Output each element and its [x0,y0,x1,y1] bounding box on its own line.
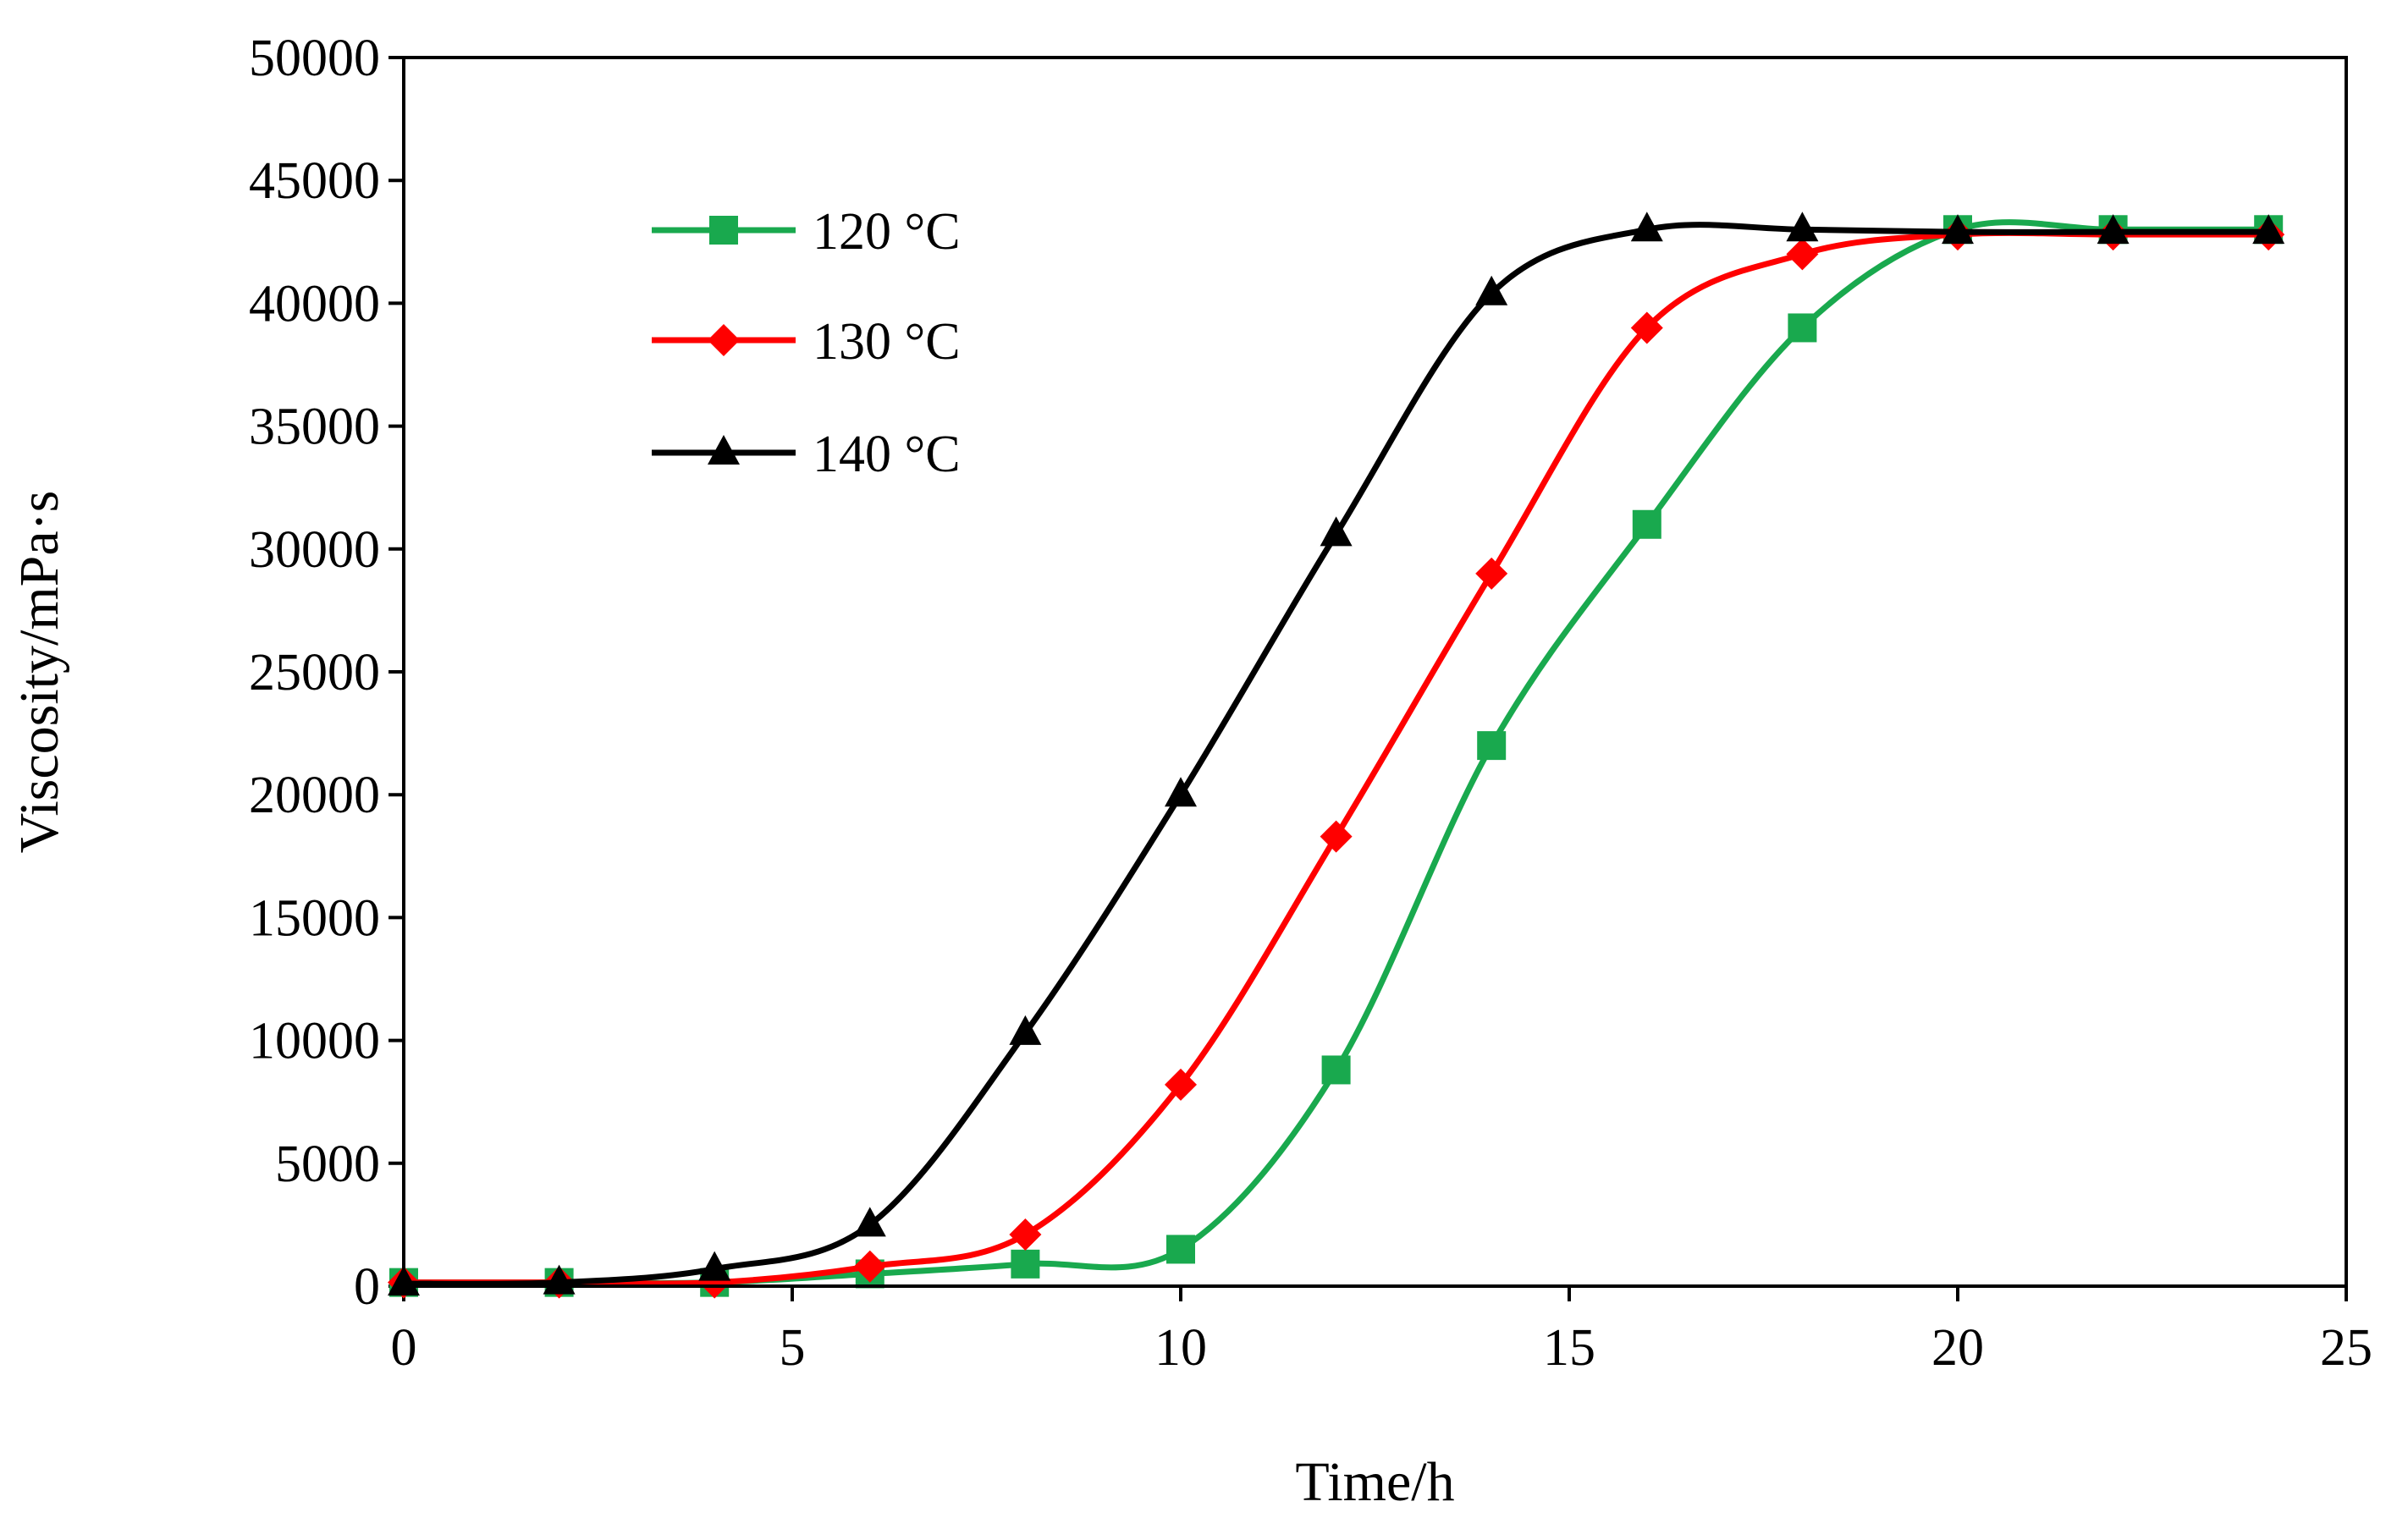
y-tick-label: 35000 [249,399,380,456]
legend-item: 130 °C [652,313,961,371]
data-point [1166,1235,1195,1264]
data-point [1942,214,1974,245]
data-point [1786,212,1819,242]
series-2 [388,212,2285,1296]
data-point [1011,1249,1040,1279]
legend-label: 130 °C [813,313,961,371]
series-1 [388,218,2285,1299]
series-line [404,219,2269,1286]
x-axis: 0 5 10 15 20 25 [391,1286,2372,1377]
legend-marker [708,435,740,465]
data-point [1786,238,1819,271]
legend-label: 120 °C [813,203,961,261]
series-layer [388,212,2285,1299]
x-tick-label: 20 [1931,1319,1984,1377]
x-tick-label: 15 [1543,1319,1595,1377]
y-tick-label: 0 [354,1258,380,1316]
x-tick-label: 5 [780,1319,806,1377]
y-axis: 0 5000 10000 15000 20000 25000 30000 35000 40000… [249,30,404,1316]
legend-marker [709,216,738,245]
data-point [1165,1068,1197,1101]
data-point [853,1250,886,1283]
legend-item: 140 °C [652,426,961,483]
data-point [1630,212,1663,242]
data-point [1475,557,1508,590]
legend: 120 °C 130 °C 140 °C [652,203,961,483]
y-tick-label: 30000 [249,521,380,579]
y-tick-label: 45000 [249,152,380,210]
data-point [1475,275,1508,305]
x-tick-label: 25 [2320,1319,2372,1377]
data-point [1009,1218,1042,1251]
data-point [1477,731,1507,761]
legend-label: 140 °C [813,426,961,483]
legend-marker [708,324,740,356]
data-point [1165,777,1197,807]
data-point [1788,313,1817,343]
data-point [1320,516,1353,547]
data-point [853,1207,886,1237]
series-0 [389,215,2284,1297]
legend-item: 120 °C [652,203,961,261]
y-tick-label: 15000 [249,889,380,947]
series-line [404,229,2269,1287]
data-point [1630,311,1663,344]
plot-area-frame [402,56,2348,1288]
x-tick-label: 0 [391,1319,417,1377]
data-point [1320,820,1353,853]
y-tick-label: 40000 [249,275,380,333]
data-point [2097,214,2130,245]
y-tick-label: 5000 [275,1136,380,1193]
y-tick-label: 20000 [249,767,380,824]
data-point [1321,1055,1351,1085]
x-axis-title: Time/h [1295,1451,1454,1513]
x-tick-label: 10 [1154,1319,1207,1377]
series-line [403,222,2269,1287]
data-point [1009,1015,1042,1045]
data-point [2252,214,2285,245]
data-point [1632,509,1661,539]
data-point [698,1251,731,1281]
y-axis-title: Viscosity/mPa·s [8,491,70,854]
y-tick-label: 10000 [249,1013,380,1070]
y-tick-label: 25000 [249,644,380,701]
y-tick-label: 50000 [249,30,380,87]
